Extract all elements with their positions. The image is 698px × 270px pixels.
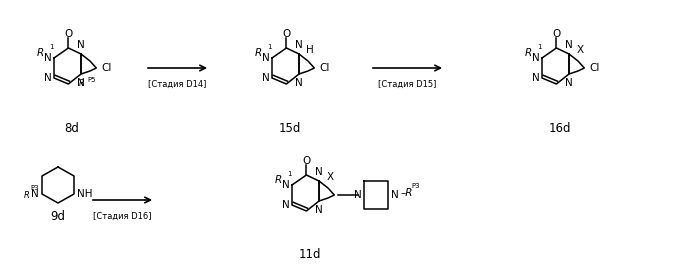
Text: N: N xyxy=(44,53,52,63)
Text: Cl: Cl xyxy=(589,63,600,73)
Text: R: R xyxy=(275,175,282,185)
Text: R: R xyxy=(79,79,85,87)
Text: N: N xyxy=(295,78,303,88)
Text: N: N xyxy=(77,78,85,88)
Text: O: O xyxy=(552,29,560,39)
Text: R: R xyxy=(525,48,532,58)
Text: [Стадия D15]: [Стадия D15] xyxy=(378,80,437,89)
Text: N: N xyxy=(565,78,573,88)
Text: H: H xyxy=(306,45,314,55)
Text: N: N xyxy=(262,73,270,83)
Text: P5: P5 xyxy=(87,77,96,83)
Text: 8d: 8d xyxy=(64,122,80,134)
Text: 9d: 9d xyxy=(50,211,66,224)
Text: R: R xyxy=(24,191,30,201)
Text: Cl: Cl xyxy=(319,63,329,73)
Text: N: N xyxy=(533,53,540,63)
Text: N: N xyxy=(295,40,303,50)
Text: N: N xyxy=(315,167,323,177)
Text: P3: P3 xyxy=(411,183,420,189)
Text: N: N xyxy=(31,189,39,199)
Text: O: O xyxy=(302,156,311,166)
Text: X: X xyxy=(577,45,584,55)
Text: N: N xyxy=(77,40,85,50)
Text: 15d: 15d xyxy=(279,122,302,134)
Text: N: N xyxy=(262,53,270,63)
Text: –R: –R xyxy=(400,188,413,198)
Text: 1: 1 xyxy=(537,44,542,50)
Text: 11d: 11d xyxy=(299,248,321,262)
Text: R: R xyxy=(37,48,44,58)
Text: N: N xyxy=(44,73,52,83)
Text: N: N xyxy=(282,200,290,210)
Text: O: O xyxy=(64,29,73,39)
Text: O: O xyxy=(282,29,290,39)
Text: P3: P3 xyxy=(30,185,38,191)
Text: N: N xyxy=(392,190,399,200)
Text: 1: 1 xyxy=(49,44,54,50)
Text: N: N xyxy=(565,40,573,50)
Text: N: N xyxy=(354,190,362,200)
Text: 1: 1 xyxy=(267,44,272,50)
Text: [Стадия D16]: [Стадия D16] xyxy=(94,212,151,221)
Text: N: N xyxy=(282,180,290,190)
Text: 1: 1 xyxy=(287,171,292,177)
Text: X: X xyxy=(327,172,334,182)
Text: N: N xyxy=(533,73,540,83)
Text: N: N xyxy=(315,205,323,215)
Text: R: R xyxy=(255,48,262,58)
Text: Cl: Cl xyxy=(101,63,112,73)
Text: NH: NH xyxy=(77,189,93,199)
Text: [Стадия D14]: [Стадия D14] xyxy=(148,80,207,89)
Text: 16d: 16d xyxy=(549,122,571,134)
